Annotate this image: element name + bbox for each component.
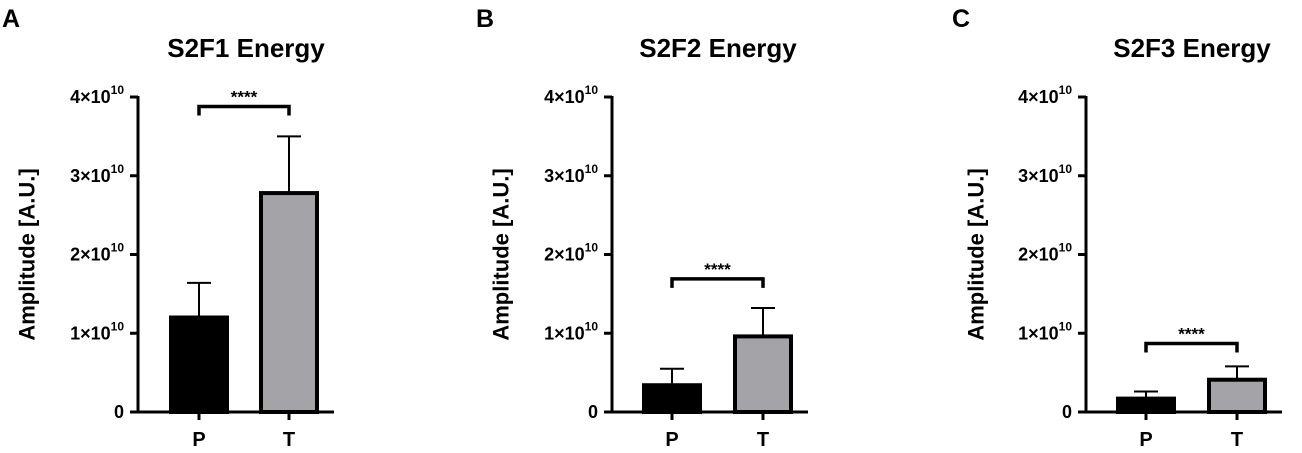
x-tick-label: T <box>757 429 769 451</box>
y-tick-label: 2×1010 <box>1018 241 1072 265</box>
panel-C: C S2F3 Energy Amplitude [A.U.] 0 1×1010 2×101… <box>952 5 1282 451</box>
y-tick-label: 1×1010 <box>70 319 124 343</box>
chart-title: S2F2 Energy <box>639 33 797 63</box>
bar-T <box>1207 377 1267 414</box>
bar-T <box>259 191 319 414</box>
x-tick-label: P <box>1139 429 1152 451</box>
x-tick-label: P <box>665 429 678 451</box>
y-tick-label: 2×1010 <box>70 241 124 265</box>
y-axis-label: Amplitude [A.U.] <box>964 168 989 340</box>
x-tick-label: T <box>283 429 295 451</box>
significance-label: **** <box>231 87 258 106</box>
y-tick-label: 0 <box>588 402 598 422</box>
significance-bracket <box>670 277 765 288</box>
y-tick-label: 2×1010 <box>544 241 598 265</box>
panel-letter: A <box>2 5 20 33</box>
panel-letter: C <box>952 5 970 33</box>
significance-bracket <box>197 104 291 116</box>
bar-T <box>733 334 793 414</box>
significance-label: **** <box>704 260 731 279</box>
panel-letter: B <box>476 5 494 33</box>
panel-B: B S2F2 Energy Amplitude [A.U.] 0 1×1010 2×101… <box>476 5 808 451</box>
y-tick-label: 1×1010 <box>1018 319 1072 343</box>
y-tick-label: 4×1010 <box>544 83 598 107</box>
chart-title: S2F1 Energy <box>167 33 325 63</box>
bar-P <box>169 315 229 414</box>
panel-A: A S2F1 Energy Amplitude [A.U.] 0 1×1010 2×101… <box>2 5 334 451</box>
y-tick-label: 3×1010 <box>544 162 598 186</box>
significance-bracket <box>1144 341 1239 353</box>
y-axis-label: Amplitude [A.U.] <box>15 168 40 340</box>
significance-label: **** <box>1178 324 1205 343</box>
y-tick-label: 4×1010 <box>70 83 124 107</box>
x-tick-label: P <box>192 429 205 451</box>
y-tick-label: 3×1010 <box>1018 162 1072 186</box>
bar-P <box>642 383 702 415</box>
y-tick-label: 3×1010 <box>70 162 124 186</box>
x-tick-label: T <box>1231 429 1243 451</box>
bar-P <box>1116 396 1176 414</box>
chart-title: S2F3 Energy <box>1113 33 1271 63</box>
y-tick-label: 4×1010 <box>1018 83 1072 107</box>
y-axis-label: Amplitude [A.U.] <box>489 168 514 340</box>
y-tick-label: 0 <box>1062 402 1072 422</box>
y-tick-label: 1×1010 <box>544 319 598 343</box>
y-tick-label: 0 <box>114 402 124 422</box>
